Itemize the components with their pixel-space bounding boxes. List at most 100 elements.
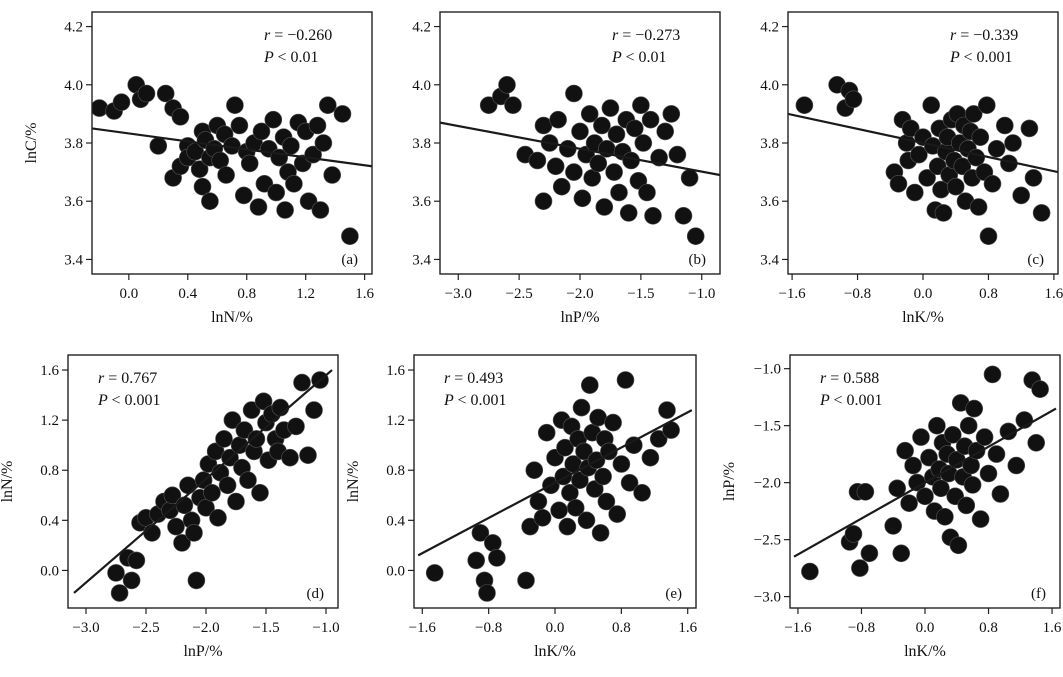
x-tick-label: 1.6 [1045,286,1063,302]
x-tick-label: 0.0 [916,620,935,636]
data-point [896,441,914,460]
data-point [478,584,496,602]
x-tick-label: 1.6 [355,286,374,302]
data-point [936,507,954,526]
data-point [610,183,628,202]
x-tick-label: −3.0 [445,286,472,302]
data-point [521,517,539,536]
regression-line [440,121,720,177]
y-tick-label: 0.8 [40,463,59,479]
data-point [979,464,998,483]
data-point [612,455,631,473]
data-point [593,116,611,135]
data-point [680,169,699,187]
panel-tag: (c) [1027,252,1044,268]
data-point [282,137,300,155]
plot-frame [439,11,721,275]
data-point [217,166,235,184]
y-tick-label: 4.2 [760,20,779,36]
data-point [249,198,268,216]
data-point [987,140,1006,158]
data-point [203,483,221,502]
data-point [607,125,626,144]
y-tick-label: 4.0 [412,78,431,94]
data-point [190,160,209,178]
data-point [425,564,444,582]
data-point [235,186,253,205]
y-tick-label: −1.0 [754,362,781,378]
data-point [565,84,583,103]
data-point [107,564,125,582]
data-point [965,399,984,418]
data-point [251,483,269,502]
y-tick-label: 1.6 [386,363,405,379]
data-point [333,105,352,123]
scatter-panel-e: −1.6 −0.8 0.0 0.8 1.6 0.0 0.4 0.8 1.2 1.6 lnK/% lnN… [345,354,698,660]
data-point [239,471,257,490]
y-tick-label: 3.6 [64,194,83,210]
data-point [281,448,299,467]
data-point [122,571,141,590]
data-point [589,154,608,173]
y-tick-label: 0.4 [40,513,59,529]
data-point [594,467,612,486]
data-point [900,494,918,513]
x-tick-label: −1.6 [784,620,812,636]
data-point [580,376,599,394]
x-tick-label: −2.5 [132,620,159,636]
data-point [537,423,556,442]
data-point [276,201,294,219]
x-tick-label: −1.0 [688,286,715,302]
data-point [901,119,920,138]
y-tick-label: 3.8 [412,136,431,152]
r-statistic: r = 0.588 [820,370,879,387]
x-tick-label: −0.8 [848,620,875,636]
data-point [633,483,651,502]
data-point [605,163,623,181]
regression-line [417,409,693,557]
data-point [565,163,583,181]
data-point [953,157,972,176]
x-tick-label: 0.0 [119,286,138,302]
regression-line [788,112,1058,174]
data-point [686,227,705,245]
data-point [467,551,486,570]
x-axis-label: lnK/% [904,643,946,660]
x-axis-label: lnK/% [534,643,576,660]
data-point [209,508,227,527]
data-point [571,471,589,490]
x-tick-label: −0.8 [475,620,502,636]
data-point [662,105,681,123]
data-point [156,84,175,103]
data-point [641,110,660,129]
x-tick-label: −1.5 [252,620,279,636]
data-point [488,549,506,567]
data-point [299,192,318,210]
data-point [314,134,333,152]
data-point [558,140,577,158]
y-tick-label: −2.0 [754,476,781,492]
data-point [571,122,589,141]
data-point [558,517,577,536]
data-point [529,492,548,511]
data-point [991,485,1010,503]
data-point [201,192,219,210]
x-axis-label: lnP/% [560,309,599,326]
points-group [795,76,1051,245]
data-point [171,108,190,126]
y-axis-label: lnC/% [23,123,40,164]
x-tick-label: −2.0 [566,286,593,302]
y-tick-label: 4.0 [64,78,83,94]
panel-tag: (a) [341,252,358,268]
data-point [1012,186,1031,205]
data-point [230,116,249,135]
data-point [552,177,571,196]
data-point [163,486,182,505]
points-group [92,76,359,245]
data-point [1020,119,1039,138]
x-tick-label: 0.8 [979,620,998,636]
data-point [311,201,330,219]
data-point [957,496,976,515]
data-point [959,416,978,435]
data-point [644,207,662,225]
